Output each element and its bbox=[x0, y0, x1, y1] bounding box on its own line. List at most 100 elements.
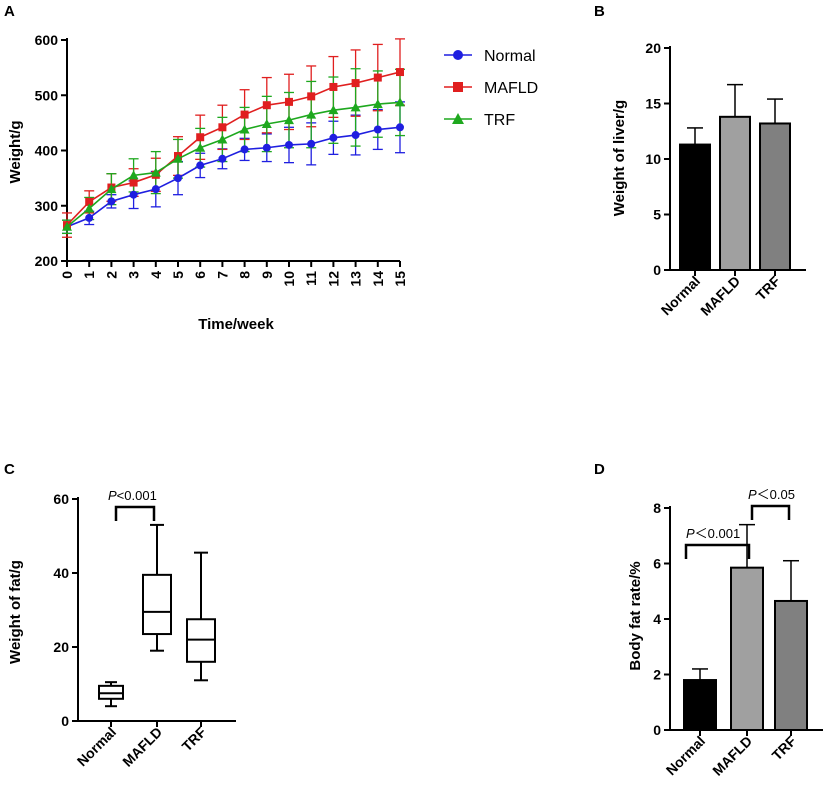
panel-b-y-tick-label: 5 bbox=[653, 207, 661, 223]
panel-a-point-mafld bbox=[85, 197, 94, 206]
panel-a-point-mafld bbox=[351, 79, 360, 88]
panel-a-point-trf bbox=[195, 142, 206, 152]
panel-a-point-trf bbox=[84, 203, 95, 213]
panel-a-legend-label: TRF bbox=[484, 112, 515, 129]
panel-d-bar-normal bbox=[683, 679, 717, 731]
panel-a-point-mafld bbox=[240, 110, 249, 119]
panel-a-point-trf bbox=[261, 118, 272, 128]
panel-a-point-normal bbox=[196, 161, 205, 170]
panel-b-x-tick-label: TRF bbox=[753, 272, 784, 303]
panel-b-y-tick-label: 20 bbox=[645, 40, 661, 56]
panel-a-legend-marker bbox=[453, 82, 463, 92]
panel-c-x-tick-label: TRF bbox=[179, 723, 210, 754]
panel-d-bar-mafld bbox=[730, 566, 764, 731]
panel-a-y-tick-label: 300 bbox=[35, 198, 59, 214]
panel-c-p-value-label: P<0.001 bbox=[108, 488, 157, 503]
panel-a-point-normal bbox=[85, 213, 94, 222]
panel-a-x-tick-label: 10 bbox=[281, 271, 297, 287]
panel-b-y-tick-label: 0 bbox=[653, 262, 661, 278]
panel-c-box-mafld bbox=[142, 573, 172, 636]
panel-label-d: D bbox=[594, 461, 605, 478]
panel-label-b: B bbox=[594, 3, 605, 20]
panel-a-point-mafld bbox=[196, 133, 205, 142]
panel-a-x-tick-label: 15 bbox=[392, 271, 408, 287]
panel-a-point-trf bbox=[350, 102, 361, 112]
panel-a-point-normal bbox=[151, 185, 160, 194]
panel-b-y-tick-label: 15 bbox=[645, 96, 661, 112]
panel-a-point-trf bbox=[306, 109, 317, 119]
panel-a-x-tick-label: 9 bbox=[259, 271, 275, 279]
panel-b-x-tick-label: Normal bbox=[658, 273, 703, 318]
panel-a-point-trf bbox=[239, 124, 250, 134]
panel-a-x-axis-title: Time/week bbox=[198, 316, 274, 333]
panel-d-y-axis-title: Body fat rate/% bbox=[627, 561, 644, 670]
panel-a-point-trf bbox=[217, 134, 228, 144]
panel-a-x-tick-label: 1 bbox=[81, 271, 97, 279]
panel-c-y-tick-label: 60 bbox=[53, 491, 69, 507]
panel-a-legend-label: MAFLD bbox=[484, 80, 538, 97]
panel-c-fat-weight: C Weight of fat/g 0 20 40 60 Normal MAFLD TRF P… bbox=[4, 461, 236, 770]
panel-d-x-tick-label: Normal bbox=[663, 733, 708, 778]
panel-c-y-tick-label: 40 bbox=[53, 565, 69, 581]
panel-a-point-mafld bbox=[285, 97, 293, 106]
panel-a-x-tick-label: 2 bbox=[103, 271, 119, 279]
panel-d-bar-trf bbox=[774, 599, 808, 732]
panel-a-point-trf bbox=[284, 115, 294, 125]
panel-d-y-tick-label: 8 bbox=[653, 500, 661, 516]
panel-a-point-trf bbox=[128, 170, 139, 180]
panel-a-point-normal bbox=[307, 139, 316, 148]
panel-a-point-normal bbox=[396, 123, 404, 132]
panel-a-point-normal bbox=[218, 154, 227, 163]
panel-a-point-trf bbox=[106, 184, 117, 194]
panel-d-y-tick-label: 2 bbox=[653, 667, 661, 683]
panel-a-x-tick-label: 4 bbox=[148, 271, 164, 279]
panel-d-y-tick-label: 0 bbox=[653, 722, 661, 738]
panel-b-bar-mafld bbox=[719, 115, 751, 271]
panel-d-significance-bracket bbox=[750, 504, 791, 520]
panel-c-y-tick-label: 20 bbox=[53, 639, 69, 655]
panel-d-x-tick-label: TRF bbox=[769, 732, 800, 763]
panel-a-legend-marker bbox=[453, 50, 463, 60]
panel-a-point-mafld bbox=[307, 92, 316, 101]
panel-d-x-tick-label: MAFLD bbox=[709, 733, 755, 779]
panel-a-y-tick-label: 500 bbox=[35, 87, 59, 103]
panel-c-significance-bracket bbox=[114, 505, 156, 521]
panel-a-point-normal bbox=[351, 131, 360, 140]
panel-d-y-tick-label: 4 bbox=[653, 611, 661, 627]
panel-d-body-fat-rate: D Body fat rate/% 0 2 4 6 8 Normal MAFLD TRF P＜0… bbox=[594, 461, 823, 779]
panel-a-point-mafld bbox=[373, 73, 382, 82]
panel-a-series-line-mafld bbox=[66, 71, 401, 226]
panel-a-point-normal bbox=[329, 133, 338, 142]
panel-a-point-normal bbox=[262, 143, 271, 152]
panel-d-p-value-label: P＜0.001 bbox=[686, 526, 740, 541]
panel-a-point-normal bbox=[285, 140, 293, 149]
panel-a-x-tick-label: 8 bbox=[237, 271, 253, 279]
panel-b-y-tick-label: 10 bbox=[645, 151, 661, 167]
panel-a-point-mafld bbox=[262, 101, 271, 110]
panel-d-p-value-label: P＜0.05 bbox=[748, 487, 795, 502]
panel-a-point-normal bbox=[240, 145, 249, 154]
panel-a-point-normal bbox=[129, 190, 138, 199]
panel-a-x-tick-label: 6 bbox=[192, 271, 208, 279]
panel-a-x-tick-label: 7 bbox=[214, 271, 230, 279]
panel-c-x-tick-label: Normal bbox=[74, 724, 119, 769]
panel-a-x-tick-label: 0 bbox=[59, 271, 75, 279]
panel-a-x-tick-label: 3 bbox=[126, 271, 142, 279]
panel-label-c: C bbox=[4, 461, 15, 478]
panel-a-x-tick-label: 13 bbox=[348, 271, 364, 287]
panel-c-x-tick-label: MAFLD bbox=[119, 724, 165, 770]
panel-a-point-normal bbox=[373, 125, 382, 134]
panel-a-point-trf bbox=[173, 153, 183, 163]
panel-a-legend-marker bbox=[452, 113, 464, 124]
panel-a-x-tick-label: 14 bbox=[370, 271, 386, 287]
panel-a-legend-label: Normal bbox=[484, 48, 536, 65]
panel-a-point-trf bbox=[372, 99, 383, 109]
panel-a-point-mafld bbox=[329, 82, 338, 91]
panel-a-y-tick-label: 400 bbox=[35, 143, 59, 159]
panel-a-x-tick-label: 5 bbox=[170, 271, 186, 279]
panel-a-point-trf bbox=[62, 221, 72, 231]
panel-a-point-normal bbox=[107, 197, 116, 206]
panel-a-x-tick-label: 11 bbox=[303, 271, 319, 286]
